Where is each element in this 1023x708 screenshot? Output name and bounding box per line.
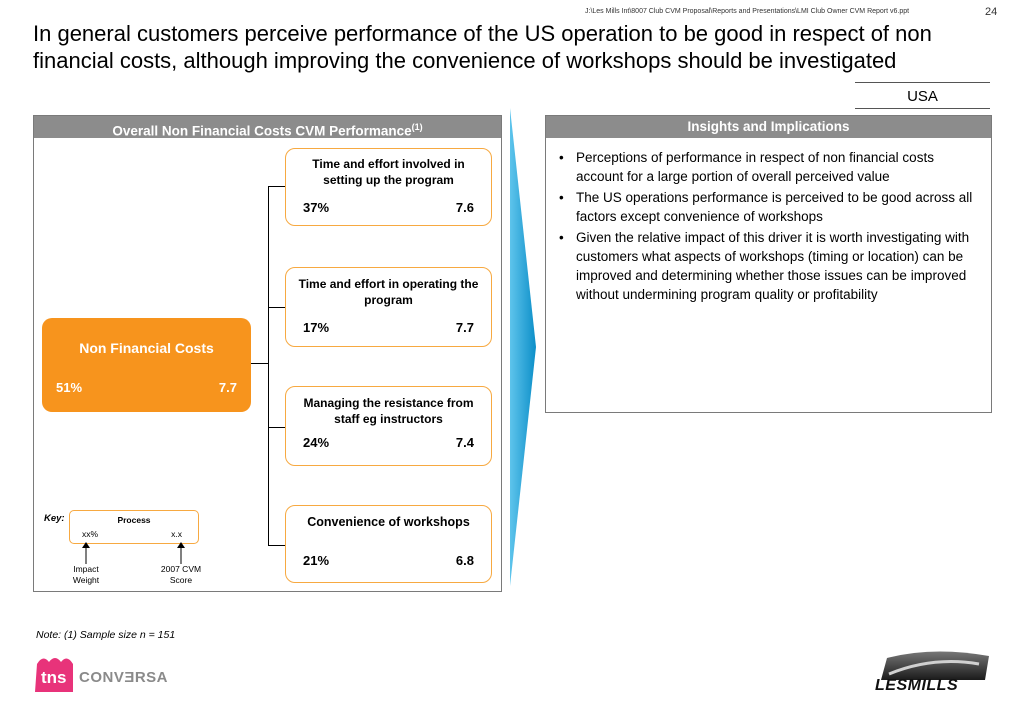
score-pointer-arrow bbox=[177, 542, 185, 564]
driver-score: 6.8 bbox=[455, 553, 474, 568]
driver-score: 7.7 bbox=[455, 320, 474, 335]
cvm-performance-header: Overall Non Financial Costs CVM Performa… bbox=[34, 116, 501, 139]
insights-list: Perceptions of performance in respect of… bbox=[546, 148, 991, 304]
insights-header: Insights and Implications bbox=[546, 116, 991, 138]
key-label: Key: bbox=[44, 513, 65, 524]
connector-trunk bbox=[268, 186, 269, 545]
connector-branch bbox=[268, 427, 285, 428]
cvm-performance-title: Overall Non Financial Costs CVM Performa… bbox=[112, 123, 412, 139]
driver-box: Convenience of workshops 21% 6.8 bbox=[285, 505, 492, 583]
tns-logo-text: tns bbox=[41, 668, 67, 687]
region-divider-top bbox=[855, 82, 990, 83]
file-path: J:\Les Mills Int\8007 Club CVM Proposal\… bbox=[585, 8, 910, 15]
non-financial-costs-box: Non Financial Costs 51% 7.7 bbox=[42, 318, 251, 412]
slide-title: In general customers perceive performanc… bbox=[33, 21, 932, 73]
key-box: Process xx% x.x bbox=[69, 510, 199, 544]
tns-conversa-logo: tns CONVƎRSA bbox=[33, 652, 183, 701]
driver-score: 7.6 bbox=[455, 200, 474, 215]
weight-pointer-arrow bbox=[82, 542, 90, 564]
insight-bullet: The US operations performance is perceiv… bbox=[559, 188, 973, 226]
conversa-logo-text: CONVƎRSA bbox=[79, 669, 169, 686]
connector-branch bbox=[268, 186, 285, 187]
driver-box: Time and effort in operating the program… bbox=[285, 267, 492, 347]
region-divider-bottom bbox=[855, 108, 990, 109]
driver-weight: 37% bbox=[303, 200, 330, 215]
driver-label: Managing the resistance from staff eg in… bbox=[303, 396, 474, 426]
driver-box: Time and effort involved in setting up t… bbox=[285, 148, 492, 226]
insight-bullet: Perceptions of performance in respect of… bbox=[559, 148, 973, 186]
region-label: USA bbox=[907, 88, 938, 105]
sample-size-note: Note: (1) Sample size n = 151 bbox=[36, 629, 176, 641]
driver-score: 7.4 bbox=[455, 435, 474, 450]
flow-arrow-icon bbox=[509, 108, 539, 586]
les-mills-logo-text: LESMILLS bbox=[875, 677, 959, 694]
driver-label: Time and effort in operating the program bbox=[298, 277, 479, 307]
driver-label: Time and effort involved in setting up t… bbox=[312, 157, 465, 187]
key-weight-placeholder: xx% bbox=[82, 529, 99, 539]
driver-weight: 24% bbox=[303, 435, 330, 450]
key-score-caption: 2007 CVM Score bbox=[160, 564, 202, 585]
driver-weight: 17% bbox=[303, 320, 330, 335]
insights-panel: Insights and Implications Perceptions of… bbox=[545, 115, 992, 413]
connector-branch bbox=[268, 307, 285, 308]
page-number: 24 bbox=[985, 6, 998, 18]
driver-weight: 21% bbox=[303, 553, 330, 568]
key-box-title: Process bbox=[117, 515, 151, 525]
non-financial-costs-label: Non Financial Costs bbox=[79, 340, 214, 356]
connector-branch bbox=[268, 545, 285, 546]
key-score-placeholder: x.x bbox=[171, 529, 182, 539]
driver-box: Managing the resistance from staff eg in… bbox=[285, 386, 492, 466]
non-financial-costs-weight: 51% bbox=[56, 380, 83, 395]
connector-main bbox=[251, 363, 268, 364]
les-mills-logo: LESMILLS bbox=[873, 650, 993, 701]
driver-label: Convenience of workshops bbox=[307, 515, 470, 529]
non-financial-costs-score: 7.7 bbox=[218, 380, 237, 395]
key-weight-caption: Impact Weight bbox=[72, 564, 100, 585]
footnote-marker: (1) bbox=[411, 122, 423, 132]
insight-bullet: Given the relative impact of this driver… bbox=[559, 228, 973, 304]
